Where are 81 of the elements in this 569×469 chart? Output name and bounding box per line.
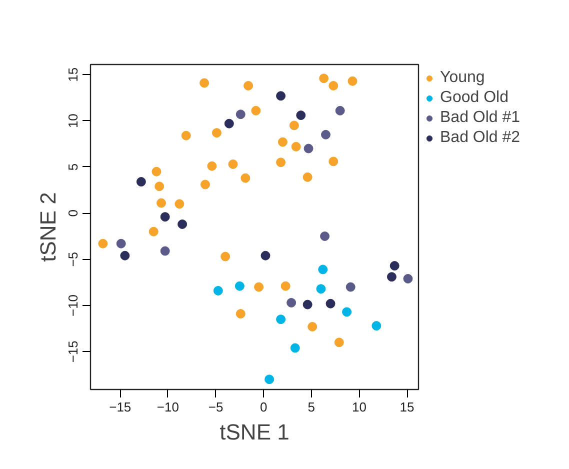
point: [251, 106, 261, 116]
point: [328, 156, 338, 166]
point: [372, 321, 382, 331]
point: [200, 180, 210, 190]
x-tick-label: −5: [208, 400, 224, 414]
x-tick-label: 0: [260, 400, 268, 414]
x-tick-label: 15: [400, 400, 414, 414]
point: [286, 298, 296, 308]
point: [116, 238, 126, 248]
point: [318, 264, 328, 274]
x-tick-label: 10: [352, 400, 366, 414]
x-tick-label: −10: [156, 400, 179, 414]
point: [98, 238, 108, 248]
point: [136, 177, 146, 186]
point: [291, 142, 301, 152]
point: [200, 78, 210, 88]
legend-label: Good Old: [440, 89, 508, 107]
point: [386, 272, 396, 282]
y-tick-label: 15: [66, 67, 80, 82]
point: [334, 338, 344, 348]
point: [320, 231, 330, 241]
y-tick-label: 0: [66, 210, 80, 217]
point: [240, 173, 250, 183]
y-tick-label: −10: [66, 294, 80, 317]
point: [296, 110, 306, 120]
y-axis-title: tSNE 2: [36, 192, 60, 262]
point: [276, 158, 286, 168]
point: [276, 91, 286, 101]
point: [302, 172, 312, 182]
point: [264, 374, 274, 384]
point: [342, 307, 352, 317]
point: [304, 144, 314, 154]
point: [160, 246, 170, 256]
point: [224, 118, 234, 128]
point: [289, 120, 299, 130]
point: [260, 250, 270, 260]
x-tick-label: 5: [308, 400, 316, 414]
point: [244, 80, 254, 90]
point: [120, 250, 130, 260]
point: [316, 284, 326, 294]
point: [278, 137, 288, 147]
point: [156, 198, 166, 208]
point: [178, 219, 188, 229]
y-tick-label: 10: [66, 114, 80, 128]
legend-label: Young: [440, 69, 485, 87]
y-tick-label: 5: [66, 163, 80, 171]
point: [335, 106, 345, 116]
point: [403, 274, 413, 284]
point: [152, 166, 162, 176]
point: [212, 128, 222, 138]
x-tick-label: −15: [109, 400, 132, 414]
x-axis-title: tSNE 1: [220, 420, 290, 444]
point: [276, 314, 286, 324]
point: [319, 74, 329, 84]
point: [154, 182, 164, 192]
point: [181, 130, 191, 140]
point: [234, 281, 244, 291]
point: [320, 130, 330, 140]
point: [280, 281, 290, 291]
point: [148, 226, 158, 236]
point: [348, 76, 358, 86]
point: [328, 80, 338, 90]
point: [160, 212, 170, 222]
point: [236, 309, 246, 319]
point: [308, 322, 318, 332]
point: [346, 282, 356, 292]
point: [236, 110, 246, 120]
point: [290, 343, 300, 353]
point: [174, 199, 184, 209]
y-tick-label: −15: [66, 340, 80, 363]
point: [326, 298, 336, 308]
point: [213, 286, 223, 296]
point: [228, 159, 238, 169]
point: [207, 161, 217, 171]
legend-label: Bad Old #2: [440, 129, 520, 147]
y-tick-label: −5: [66, 252, 80, 267]
legend-label: Bad Old #1: [440, 109, 520, 127]
point: [254, 282, 264, 292]
point: [302, 300, 312, 310]
point: [220, 252, 230, 262]
point: [390, 261, 400, 271]
